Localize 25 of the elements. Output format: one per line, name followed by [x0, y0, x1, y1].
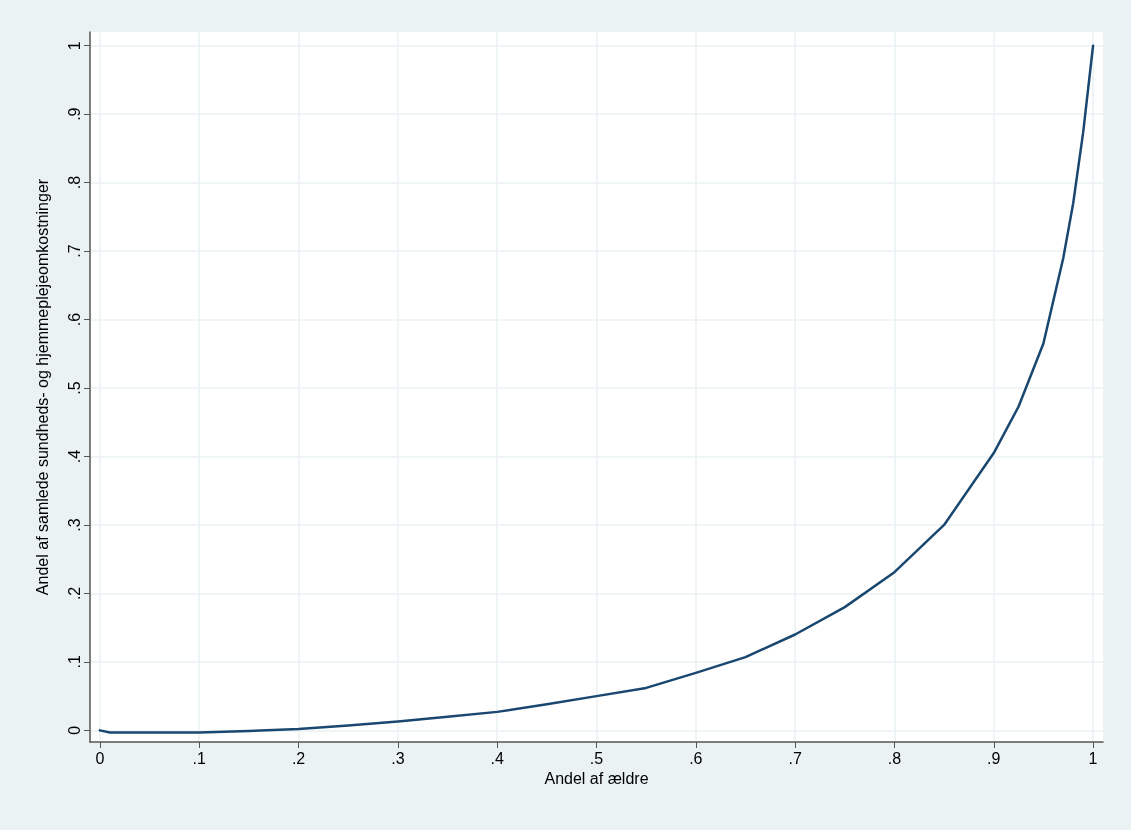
y-tick-label: 1 — [65, 41, 83, 51]
x-axis-title: Andel af ældre — [544, 770, 649, 788]
y-axis-title: Andel af samlede sundheds- og hjemmeplejeomkostninger — [33, 178, 51, 596]
y-tick-label: .1 — [65, 655, 83, 669]
y-tick-label: .8 — [65, 175, 83, 190]
x-tick-label: .1 — [192, 749, 207, 767]
x-tick-label: .2 — [291, 749, 306, 767]
x-tick-label: .6 — [689, 749, 703, 767]
x-tick-label: .8 — [887, 749, 902, 767]
y-tick-label: .4 — [65, 449, 83, 464]
x-tick-label: .7 — [788, 749, 802, 767]
y-tick-label: .6 — [65, 312, 83, 327]
y-tick-label: .2 — [65, 586, 83, 601]
y-tick-label: 0 — [65, 725, 83, 735]
x-tick-label: .4 — [490, 749, 504, 767]
y-tick-label: .3 — [65, 518, 83, 532]
x-tick-label: 0 — [95, 749, 105, 767]
x-tick-label: .5 — [589, 749, 604, 767]
x-tick-label: .9 — [987, 749, 1001, 767]
line-series — [98, 44, 1095, 734]
x-tick-label: .3 — [391, 749, 405, 767]
y-tick-label: .5 — [65, 381, 83, 395]
y-tick-label: .9 — [65, 107, 83, 121]
x-tick-label: 1 — [1088, 749, 1098, 767]
y-tick-label: .7 — [65, 244, 83, 258]
